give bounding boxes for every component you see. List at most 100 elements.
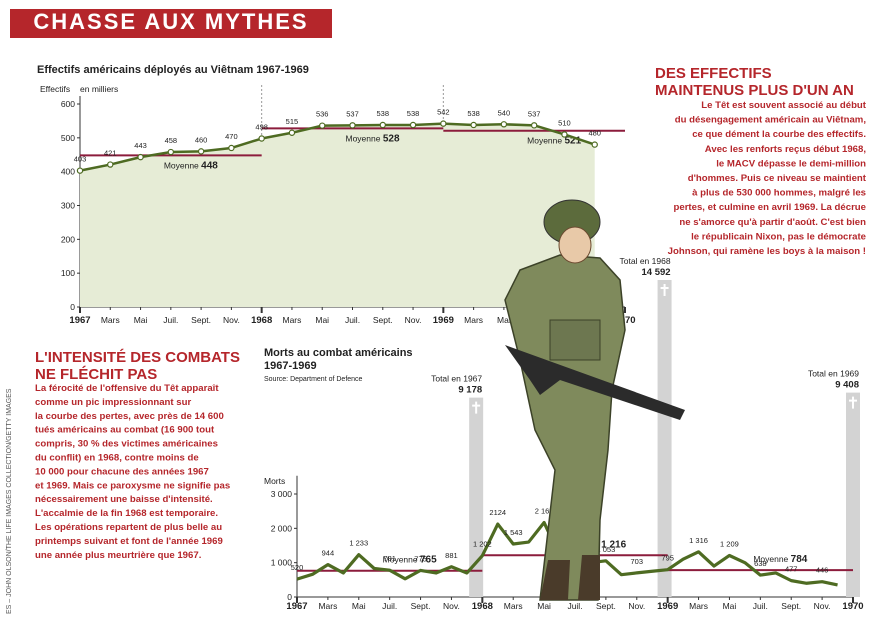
y-tick-label: 100 [61,268,75,278]
soldier-illustration [504,199,685,601]
x-tick-label: Juil. [567,601,582,611]
average-label: Moyenne 521 [527,136,581,147]
total-column [657,280,672,597]
total-value: 9 408 [835,380,859,391]
value-label: 520 [291,563,304,572]
total-label: Total en 1968 [620,256,671,266]
value-label: 537 [528,109,541,118]
average-name: Moyenne [383,555,418,565]
data-point [440,120,447,127]
block-text: du désengagement américain au Viêtnam, [675,115,867,126]
x-tick-label: Nov. [814,601,831,611]
x-tick-label: Sept. [596,601,616,611]
y-tick-label: 0 [287,592,292,602]
block-text: L'accalmie de la fin 1968 est temporaire… [35,508,218,519]
average-name: Moyenne [164,160,199,170]
x-tick-label: 1969 [657,601,678,612]
x-tick-label: Nov. [443,601,460,611]
total-label: Total en 1967 [431,374,482,384]
y-tick-label: 600 [61,99,75,109]
data-point [137,153,144,161]
x-tick-label: 1970 [614,315,635,326]
total-label: Total en 1969 [808,369,859,379]
data-line [79,122,596,172]
data-point [228,144,235,152]
block-text: Le Têt est souvent associé au début [701,100,867,111]
value-label: 1 316 [689,536,708,545]
value-label: 460 [195,135,208,144]
data-point [379,121,386,129]
block-text: La férocité de l'offensive du Têt appara… [35,383,219,394]
block-text: la courbe des pertes, avec près de 14 60… [35,411,224,422]
value-label: 775 [414,554,427,563]
y-tick-label: 500 [61,133,75,143]
block-text: ce que dément la courbe des effectifs. [692,129,866,140]
data-point [409,121,417,129]
average-value: 521 [564,136,581,147]
average-name: Moyenne [345,133,380,143]
total-column [469,397,484,597]
value-label: 538 [377,109,390,118]
block-text: le MACV dépasse le demi-million [716,158,866,169]
block-text: comme un pic impressionnant sur [35,397,191,408]
y-tick-label: 2 000 [271,523,293,533]
value-label: 1 053 [596,545,615,554]
block-text: Johnson, qui ramène les boys à la maison… [668,246,866,257]
total-value: 14 592 [642,267,671,278]
data-point [349,122,356,129]
value-label: 536 [316,110,329,119]
block-text: et 1969. Mais ce paroxysme ne signifie p… [35,480,230,491]
x-tick-label: Juil. [163,315,178,325]
data-point [591,141,598,148]
x-tick-label: Mars [464,315,483,325]
x-tick-label: Mars [282,315,301,325]
value-label: 703 [631,557,644,566]
data-point [500,121,508,128]
block-title: NE FLÉCHIT PAS [35,366,157,383]
block-text: du conflit) en 1968, contre moins de [35,453,199,464]
data-point [470,121,477,129]
average-value: 765 [420,555,437,566]
total-column [846,392,860,597]
block-text: à plus de 530 000 hommes, malgré les [692,188,866,199]
average-value: 784 [791,554,808,565]
average-name: Moyenne [753,554,788,564]
value-label: 795 [661,554,674,563]
x-tick-label: Juil. [345,315,360,325]
value-label: 638 [754,559,767,568]
average-label: Moyenne 765 [383,555,437,566]
value-label: 510 [558,118,571,127]
x-tick-label: Sept. [411,601,431,611]
block-title: L'INTENSITÉ DES COMBATS [35,349,240,366]
average-value: 1 216 [601,539,626,550]
x-tick-label: Juil. [382,601,397,611]
cross-icon [849,396,857,409]
value-label: 537 [346,109,359,118]
value-label: 446 [816,566,829,575]
value-label: 470 [225,132,238,141]
x-tick-label: Nov. [628,601,645,611]
chart-subtitle: 1967-1969 [264,360,317,372]
data-point [197,148,205,155]
x-tick-label: 1970 [842,601,863,612]
data-point [561,131,568,138]
block-text: ne s'amorce qu'à partir d'août. C'est bi… [679,217,866,228]
data-point [258,135,265,142]
data-point [288,129,296,136]
data-point [107,161,114,168]
x-tick-label: Mai [723,601,737,611]
block-text: compris, 30 % des victimes américaines [35,439,218,450]
x-tick-label: Mai [537,601,551,611]
y-tick-label: 300 [61,201,75,211]
block-title: MAINTENUS PLUS D'UN AN [655,82,854,99]
value-label: 1 202 [473,540,492,549]
x-tick-label: Mai [134,315,148,325]
value-label: 781 [383,554,396,563]
y-tick-label: 400 [61,167,75,177]
x-tick-label: Juil. [753,601,768,611]
y-tick-label: 0 [70,302,75,312]
value-label: 881 [445,551,458,560]
x-tick-label: Nov. [223,315,240,325]
average-value: 448 [201,160,218,171]
header-title: CHASSE AUX MYTHES [33,9,308,34]
